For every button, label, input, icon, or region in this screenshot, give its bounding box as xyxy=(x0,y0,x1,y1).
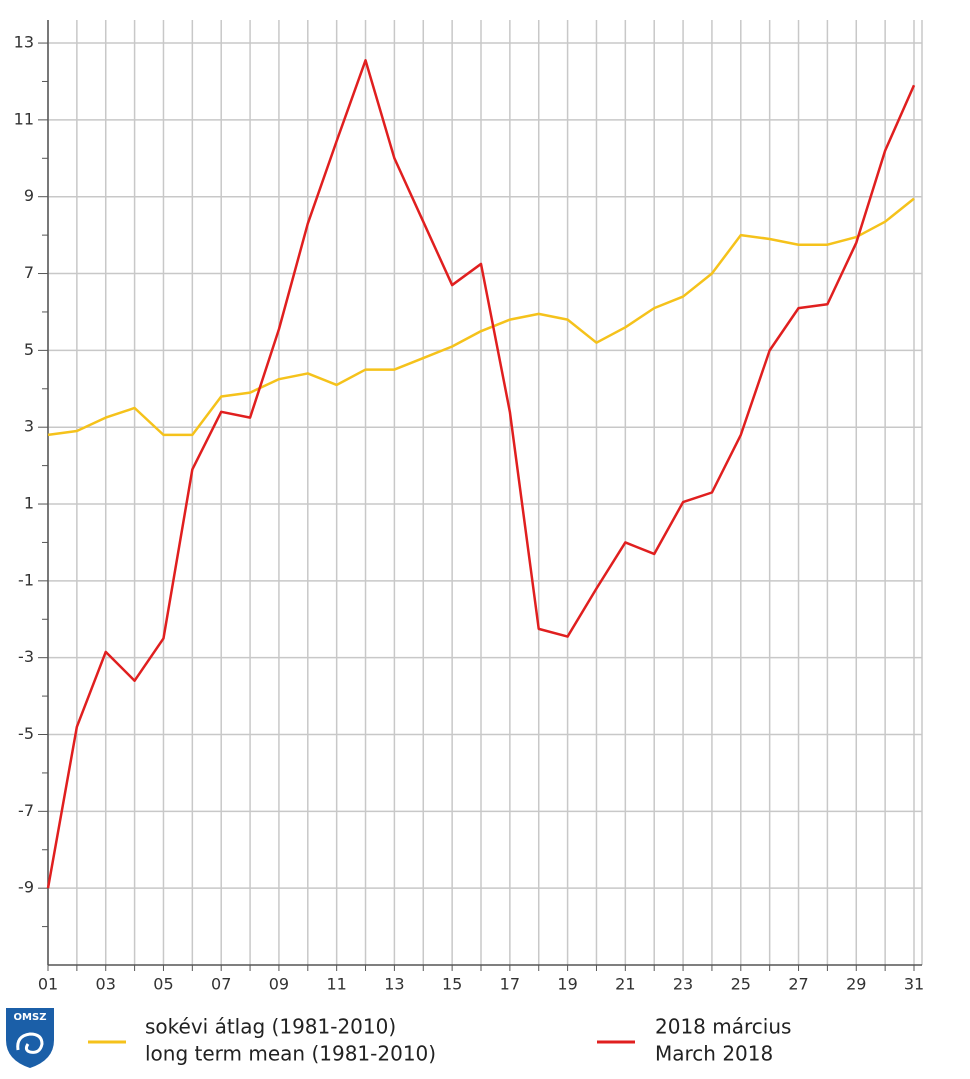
y-tick-label: 7 xyxy=(24,263,34,282)
x-tick-label: 29 xyxy=(846,975,866,994)
y-tick-label: 3 xyxy=(24,417,34,436)
y-tick-label: -5 xyxy=(18,724,34,743)
series-line xyxy=(47,197,915,437)
x-tick-label: 13 xyxy=(384,975,404,994)
y-tick-label: 9 xyxy=(24,186,34,205)
y-tick-label: -3 xyxy=(18,647,34,666)
logo-wave xyxy=(16,1032,44,1054)
x-tick-label: 07 xyxy=(211,975,231,994)
y-tick-label: 1 xyxy=(24,494,34,513)
x-tick-label: 05 xyxy=(153,975,173,994)
y-tick-label: -9 xyxy=(18,878,34,897)
logo: OMSZ xyxy=(6,1008,54,1068)
logo-text: OMSZ xyxy=(14,1012,47,1023)
x-tick-label: 31 xyxy=(904,975,924,994)
y-tick-label: -1 xyxy=(18,570,34,589)
x-tick-label: 23 xyxy=(673,975,693,994)
x-tick-label: 21 xyxy=(615,975,635,994)
x-tick-label: 11 xyxy=(326,975,346,994)
series-line xyxy=(46,59,916,889)
x-tick-label: 25 xyxy=(731,975,751,994)
y-tick-label: -7 xyxy=(18,801,34,820)
y-tick-label: 5 xyxy=(24,340,34,359)
x-tick-label: 17 xyxy=(500,975,520,994)
y-tick-label: 11 xyxy=(14,109,34,128)
x-tick-label: 27 xyxy=(788,975,808,994)
legend-label: long term mean (1981-2010) xyxy=(145,1042,436,1066)
x-tick-label: 01 xyxy=(38,975,58,994)
y-tick-label: 13 xyxy=(14,33,34,52)
x-tick-label: 03 xyxy=(96,975,116,994)
x-tick-label: 19 xyxy=(557,975,577,994)
legend-label: March 2018 xyxy=(655,1042,773,1066)
logo-shield xyxy=(6,1008,54,1068)
legend-label: sokévi átlag (1981-2010) xyxy=(145,1015,396,1039)
legend-label: 2018 március xyxy=(655,1015,791,1039)
x-tick-label: 09 xyxy=(269,975,289,994)
x-tick-label: 15 xyxy=(442,975,462,994)
